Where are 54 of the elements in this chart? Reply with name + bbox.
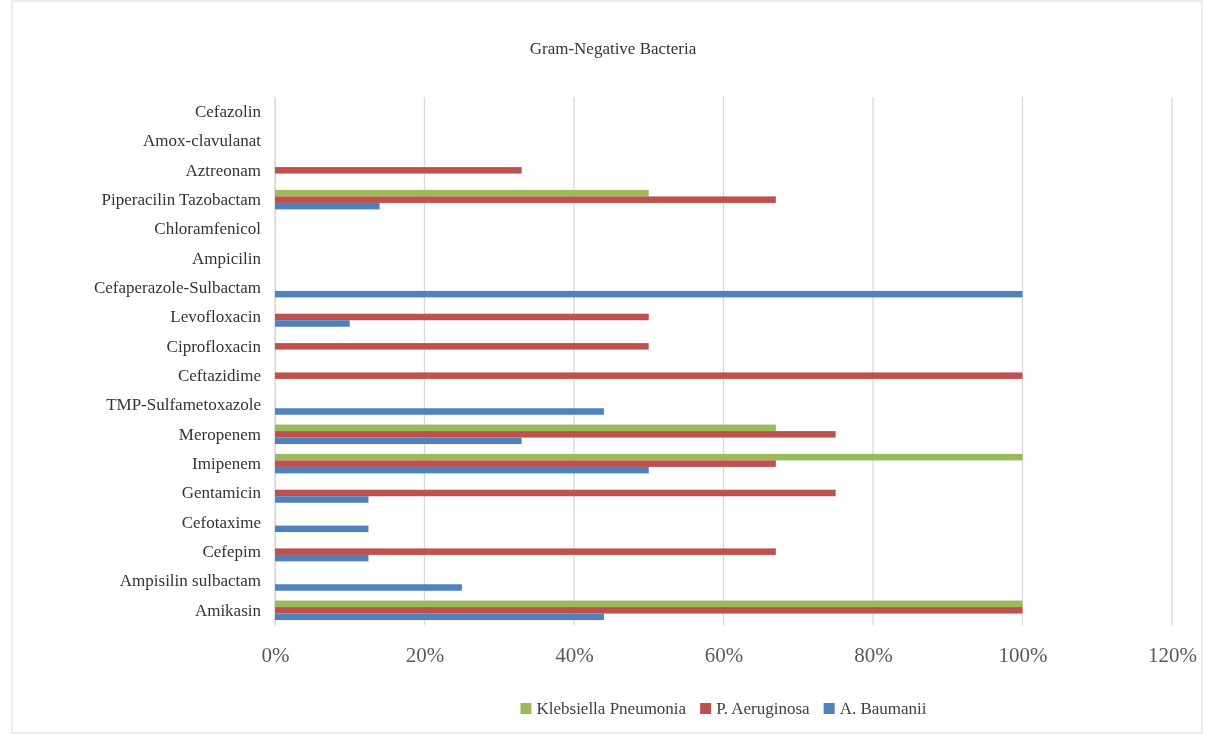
- bar: [275, 437, 522, 445]
- y-tick-label: Chloramfenicol: [154, 219, 262, 239]
- bar: [275, 167, 522, 174]
- bar: [275, 431, 836, 438]
- x-tick-label: 0%: [261, 642, 290, 667]
- bar: [275, 189, 649, 197]
- y-tick-label: Piperacilin Tazobactam: [101, 190, 261, 210]
- y-tick-label: TMP-Sulfametoxazole: [106, 395, 261, 415]
- bar: [275, 525, 369, 533]
- bar: [275, 607, 1023, 614]
- bar: [275, 343, 649, 350]
- bar: [275, 584, 462, 591]
- y-tick-label: Gentamicin: [181, 483, 262, 503]
- y-tick-label: Ceftazidime: [177, 366, 261, 386]
- bar: [275, 408, 604, 415]
- y-tick-label: Cefotaxime: [181, 512, 261, 532]
- bar: [275, 313, 649, 321]
- y-tick-label: Ampisilin sulbactam: [119, 571, 261, 591]
- x-tick-label: 40%: [555, 642, 594, 667]
- y-tick-label: Amox-clavulanat: [142, 131, 262, 151]
- x-tick-label: 20%: [405, 642, 445, 667]
- x-tick-label: 120%: [1148, 642, 1197, 667]
- y-tick-label: Meropenem: [178, 424, 261, 444]
- bar: [275, 372, 1023, 379]
- bar: [275, 466, 649, 474]
- y-tick-label: Ciprofloxacin: [166, 336, 262, 356]
- y-tick-label: Ampicilin: [192, 248, 262, 268]
- bar: [275, 460, 776, 467]
- bar: [275, 424, 776, 432]
- bar: [275, 489, 836, 497]
- legend-label: Klebsiella Pneumonia: [536, 699, 687, 718]
- bar: [275, 496, 369, 503]
- x-tick-label: 60%: [704, 642, 744, 667]
- x-tick-label: 80%: [854, 642, 893, 667]
- legend-label: A. Baumanii: [839, 699, 927, 718]
- y-tick-label: Cefazolin: [194, 102, 262, 122]
- bar: [275, 290, 1023, 298]
- chart-title: Gram-Negative Bacteria: [529, 39, 697, 58]
- bar: [275, 613, 604, 621]
- bar: [275, 320, 350, 327]
- bar: [275, 600, 1023, 608]
- y-tick-label: Aztreonam: [185, 160, 261, 180]
- y-tick-label: Cefepim: [202, 542, 261, 562]
- bar: [275, 202, 380, 210]
- bar: [275, 453, 1023, 461]
- bar: [275, 196, 776, 203]
- bar: [275, 554, 369, 562]
- y-tick-label: Amikasin: [194, 600, 262, 620]
- bar: [275, 548, 776, 555]
- legend-label: P. Aeruginosa: [716, 699, 811, 718]
- x-tick-label: 100%: [998, 642, 1048, 667]
- y-tick-label: Levofloxacin: [170, 307, 262, 327]
- y-tick-label: Imipenem: [192, 454, 261, 474]
- y-tick-label: Cefaperazole-Sulbactam: [93, 278, 261, 298]
